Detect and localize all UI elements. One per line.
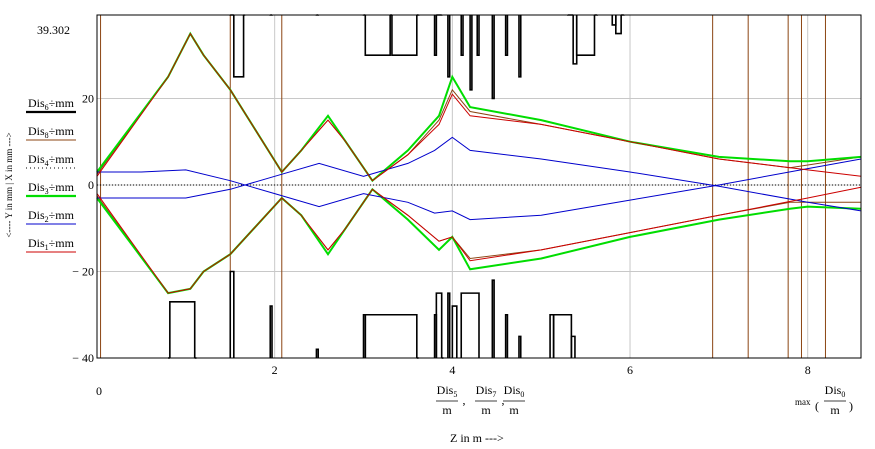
aperture-top <box>491 15 495 100</box>
aperture-top <box>391 15 418 57</box>
aperture-bottom <box>229 270 235 358</box>
aperture-bottom <box>451 305 458 358</box>
aperture-bottom <box>491 279 495 358</box>
y-tick-label: 0 <box>88 178 94 192</box>
aperture-lines <box>168 14 625 359</box>
x-tick-label: 2 <box>272 363 278 377</box>
series-group <box>96 31 862 295</box>
x-range-numerator: Dis0 <box>825 383 846 399</box>
aperture-top <box>504 15 509 57</box>
y-axis-label: <---- Y in mm | X in mm ---> <box>4 132 14 237</box>
aperture-bottom <box>518 335 522 358</box>
legend-label: Dis6÷mm <box>28 96 75 112</box>
tick-labels: 2 4 6 8 − 40 − 20 0 20 <box>72 91 810 377</box>
series-dis8 <box>96 188 861 294</box>
x-range-max-prefix: max <box>795 397 811 407</box>
x-tick-label: 6 <box>627 363 633 377</box>
aperture-top <box>469 15 473 91</box>
aperture-bottom <box>315 348 320 358</box>
aperture-bottom <box>364 313 418 358</box>
aperture-bottom <box>269 305 273 358</box>
aperture-top <box>476 15 480 57</box>
x-range-numerator: Dis7 <box>476 383 497 399</box>
x-range-numerator: Dis5 <box>437 383 458 399</box>
aperture-bottom <box>570 335 576 358</box>
y-tick-label: − 20 <box>72 264 94 278</box>
aperture-bottom <box>552 313 573 358</box>
legend: Dis6÷mm Dis8÷mm Dis4÷mm Dis3÷mm Dis2÷mm Dis1÷… <box>26 96 76 253</box>
x-axis-label: Z in m ---> <box>450 431 504 445</box>
x-range-paren-left: ( <box>815 399 819 413</box>
legend-label: Dis1÷mm <box>28 236 75 252</box>
series-dis3 <box>96 187 862 295</box>
legend-label: Dis2÷mm <box>28 208 75 224</box>
y-tick-label: − 40 <box>72 351 94 365</box>
vertical-markers <box>100 15 826 358</box>
x-range-denominator: m <box>481 403 491 417</box>
aperture-top <box>433 15 438 57</box>
aperture-top <box>364 15 391 57</box>
x-range-denominator: m <box>442 403 452 417</box>
x-tick-label: 4 <box>449 363 455 377</box>
aperture-top <box>460 15 464 57</box>
legend-label: Dis8÷mm <box>28 124 75 140</box>
series-dis1b <box>96 32 862 182</box>
x-range-denominator: m <box>509 403 519 417</box>
series-dis2b <box>97 136 862 212</box>
y-tick-label: 20 <box>82 91 94 105</box>
x-range-paren-right: ) <box>849 399 853 413</box>
legend-label: Dis4÷mm <box>28 152 75 168</box>
aperture-bottom <box>169 300 196 358</box>
legend-label: Dis3÷mm <box>28 180 75 196</box>
x-range-numerator: Dis0 <box>504 383 525 399</box>
x-range-comma: , <box>502 393 505 407</box>
aperture-bottom <box>435 292 443 358</box>
y-top-label: 39.302 <box>37 23 70 37</box>
x-tick-label: 8 <box>805 363 811 377</box>
aperture-top <box>518 15 522 78</box>
aperture-bottom <box>460 292 480 358</box>
aperture-bottom <box>504 313 509 358</box>
aperture-top <box>615 15 622 35</box>
series-dis2 <box>97 158 862 221</box>
plot-frame <box>96 14 862 359</box>
aperture-bottom <box>447 292 451 358</box>
aperture-top <box>233 15 245 78</box>
x-range-comma: , <box>463 393 466 407</box>
aperture-top <box>575 15 596 57</box>
series-dis1 <box>96 186 862 294</box>
aperture-top <box>447 15 451 78</box>
x-range-denominator: m <box>830 403 840 417</box>
x-origin-label: 0 <box>96 384 102 398</box>
